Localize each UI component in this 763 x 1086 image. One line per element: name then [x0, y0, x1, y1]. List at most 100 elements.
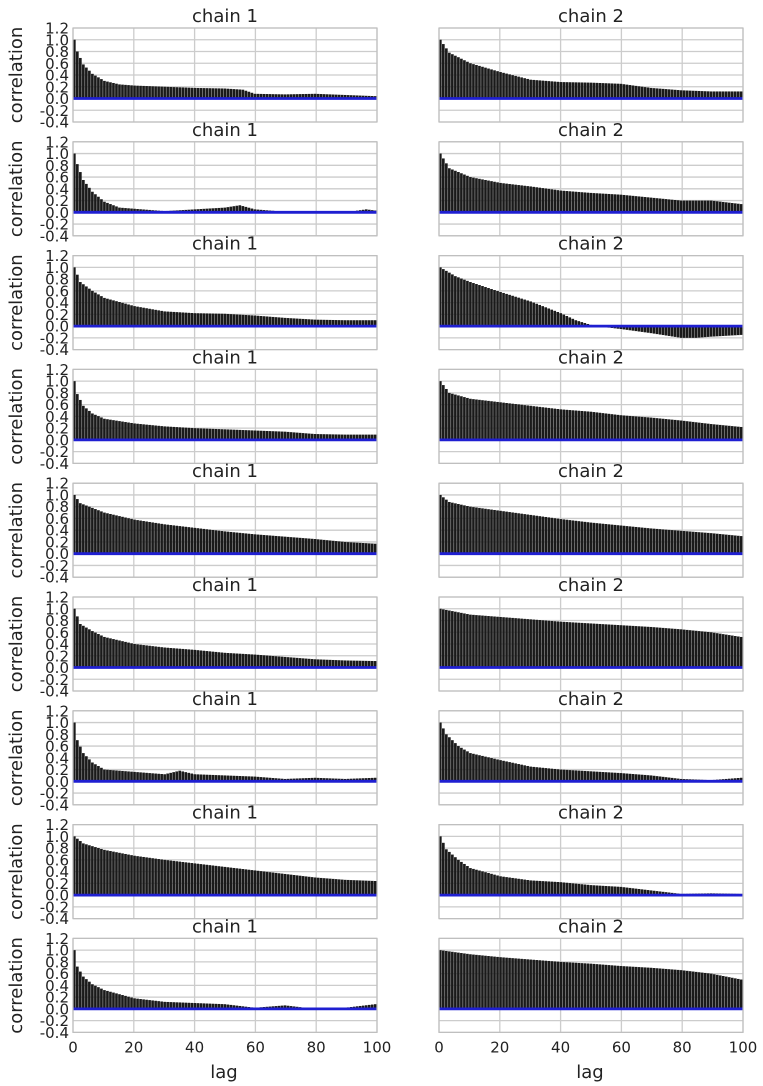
bar — [214, 651, 218, 668]
panel-r3-c1: chain 11.21.00.80.60.40.20.0-0.2-0.4corr… — [6, 234, 378, 359]
bar — [319, 94, 323, 99]
bar — [454, 55, 457, 99]
bar — [277, 873, 281, 896]
bar — [187, 427, 191, 440]
bar — [262, 430, 266, 440]
bar — [550, 189, 554, 213]
y-tick-label: 0.8 — [45, 271, 69, 289]
bar — [460, 612, 463, 668]
bar — [487, 68, 490, 99]
panel-title: chain 2 — [558, 689, 624, 710]
bar — [199, 209, 203, 213]
bar — [355, 778, 359, 782]
bar — [538, 406, 541, 440]
bar — [622, 625, 626, 668]
bar — [193, 649, 197, 668]
bar — [160, 1001, 163, 1009]
bar — [358, 660, 362, 668]
bar — [586, 623, 590, 668]
bar — [358, 1005, 362, 1009]
bar — [559, 190, 563, 213]
bar — [103, 990, 106, 1009]
bar — [175, 861, 178, 896]
bar — [73, 836, 76, 896]
bar — [448, 168, 451, 213]
bar — [130, 518, 133, 554]
panel-group: chain 11.21.00.80.60.40.20.0-0.2-0.4corr… — [6, 6, 757, 1056]
bar — [520, 618, 523, 668]
bar — [553, 310, 557, 327]
bar — [145, 86, 148, 99]
bar — [541, 620, 544, 668]
x-tick-label: 100 — [363, 1038, 392, 1056]
bar — [187, 527, 191, 554]
bar — [625, 966, 629, 1009]
bar — [271, 655, 275, 668]
bar — [664, 199, 668, 213]
bar — [202, 313, 206, 327]
bar — [259, 93, 263, 99]
bar — [265, 316, 269, 327]
bar — [157, 310, 160, 327]
bar — [610, 194, 614, 213]
bar — [547, 407, 551, 440]
bar — [508, 877, 511, 896]
bar — [94, 414, 97, 440]
bar — [442, 842, 445, 896]
bar — [718, 534, 722, 554]
x-axis-label-left: lag — [210, 1062, 237, 1083]
bar — [229, 206, 233, 213]
bar — [142, 209, 145, 213]
bar — [589, 192, 593, 213]
bar — [103, 512, 106, 554]
bar — [88, 288, 91, 327]
bar — [88, 759, 91, 782]
bar — [526, 959, 529, 1009]
bar — [628, 195, 632, 213]
bar — [226, 775, 230, 782]
bar — [277, 1005, 281, 1009]
bar — [181, 526, 185, 554]
bar — [76, 740, 79, 782]
bar — [103, 849, 106, 896]
bar — [559, 313, 563, 327]
bar — [454, 611, 457, 668]
bar — [487, 288, 490, 327]
bar — [586, 963, 590, 1009]
bar — [277, 317, 281, 327]
bar — [142, 999, 145, 1009]
bar — [478, 955, 481, 1009]
bar — [577, 410, 581, 440]
bar — [268, 872, 272, 896]
bar — [85, 756, 88, 782]
bar — [334, 541, 338, 554]
bar — [535, 880, 538, 896]
bar — [73, 39, 76, 99]
bar — [472, 177, 475, 213]
bar — [277, 656, 281, 668]
bar — [487, 616, 490, 668]
bar — [154, 86, 157, 99]
bar — [607, 193, 611, 213]
bar — [133, 85, 136, 99]
bar — [520, 879, 523, 896]
bar — [469, 954, 472, 1009]
bar — [73, 722, 76, 782]
y-tick-label: -0.2 — [40, 557, 69, 575]
bar — [736, 978, 740, 1009]
bar — [571, 883, 575, 896]
bar — [589, 411, 593, 440]
bar — [493, 956, 496, 1009]
bar — [712, 424, 716, 440]
bar — [214, 530, 218, 554]
bar — [685, 200, 689, 213]
bar — [367, 434, 371, 440]
bar — [163, 426, 166, 440]
bar — [103, 297, 106, 327]
bar — [619, 525, 623, 554]
bar — [673, 419, 677, 440]
panel-frame — [438, 141, 744, 237]
bar — [607, 772, 611, 782]
bar — [487, 757, 490, 782]
bar — [715, 974, 719, 1009]
